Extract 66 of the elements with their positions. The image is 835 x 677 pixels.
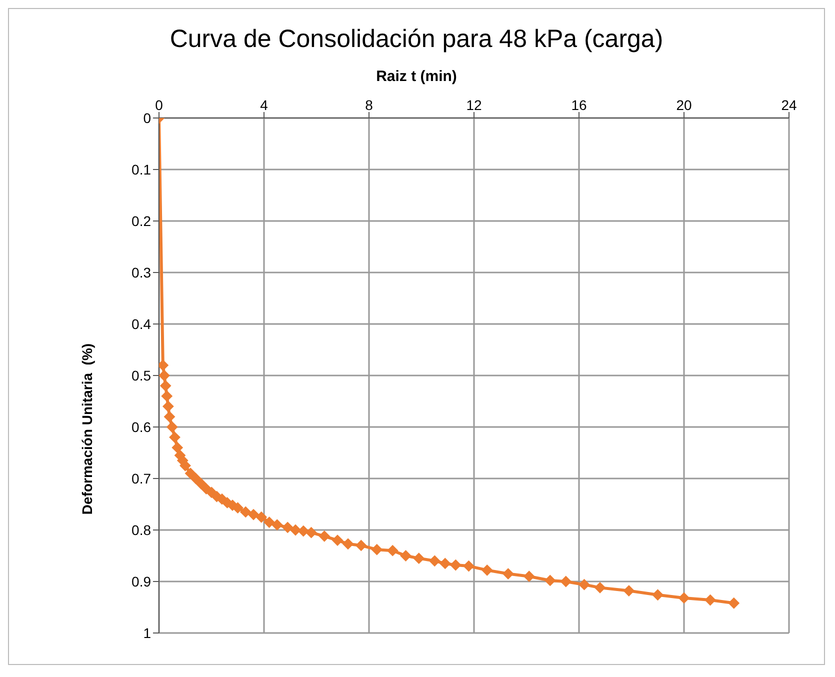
point [162, 400, 174, 412]
y-tick-label: 0 [143, 110, 152, 126]
point [290, 524, 301, 536]
point [652, 589, 664, 600]
y-tick-label: 1 [143, 624, 152, 641]
point [306, 527, 317, 538]
point [728, 598, 740, 609]
point [282, 522, 294, 533]
point [332, 534, 343, 546]
point [450, 560, 462, 571]
point [240, 506, 252, 518]
point [400, 550, 412, 562]
point [594, 582, 606, 594]
point [371, 544, 382, 556]
point [172, 442, 183, 454]
y-tick-label: 0.5 [132, 367, 152, 384]
point [232, 502, 244, 514]
point [482, 564, 493, 576]
y-tick-label: 0.4 [132, 316, 152, 332]
point [256, 512, 267, 523]
chart-title: Curva de Consolidación para 48 kPa (carga) [168, 25, 664, 54]
x-tick-label: 8 [365, 97, 374, 113]
x-tick-label: 4 [260, 97, 268, 113]
x-tick-label: 16 [571, 97, 587, 113]
x-tick-label: 24 [781, 97, 797, 113]
point [387, 545, 398, 556]
point [159, 370, 170, 381]
point [544, 574, 556, 586]
point [248, 509, 259, 520]
point [560, 576, 572, 587]
y-tick-label: 0.1 [132, 161, 152, 178]
point [196, 478, 206, 490]
y-tick-label: 0.7 [132, 470, 152, 486]
point [463, 560, 474, 572]
point [272, 519, 283, 530]
point [578, 579, 590, 590]
point [623, 585, 634, 596]
point [161, 390, 172, 402]
x-axis-title: Raiz t (min) [375, 68, 458, 85]
point [264, 516, 275, 528]
point [160, 380, 172, 392]
y-tick-label: 0.8 [132, 522, 152, 538]
point [704, 594, 716, 606]
point [298, 526, 309, 537]
y-tick-label: 0.2 [132, 212, 152, 229]
point [166, 422, 178, 432]
point [429, 555, 440, 566]
point [440, 558, 451, 569]
point [524, 570, 535, 582]
point [342, 538, 354, 550]
point [164, 411, 175, 422]
point [185, 468, 196, 479]
x-tick-label: 20 [676, 97, 692, 113]
y-tick-label: 0.6 [132, 418, 152, 435]
y-axis-title: Deformación Unitaria (%) [79, 343, 95, 515]
point [413, 552, 424, 564]
point [502, 568, 514, 580]
point [356, 540, 367, 551]
point [169, 432, 180, 443]
x-tick-label: 12 [466, 97, 482, 113]
y-tick-label: 0.9 [132, 573, 152, 590]
y-tick-label: 0.3 [132, 264, 152, 280]
x-tick-label: 0 [155, 97, 164, 113]
point [678, 592, 690, 604]
point [180, 460, 191, 472]
point [318, 530, 330, 542]
